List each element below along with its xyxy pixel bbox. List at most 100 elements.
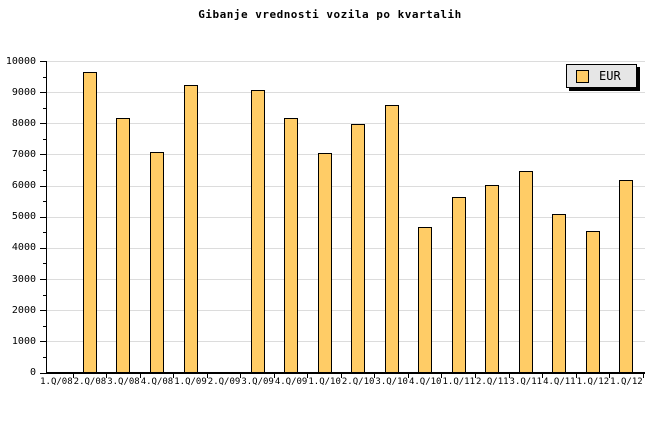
- x-axis-tick: [106, 373, 108, 378]
- y-axis-minor-tick: [43, 201, 47, 203]
- y-axis-label: 10000: [5, 55, 36, 67]
- y-axis-minor-tick: [43, 232, 47, 234]
- y-axis-tick: [40, 341, 47, 343]
- bar: [384, 105, 399, 374]
- gridline: [47, 310, 645, 312]
- y-axis-minor-tick: [43, 107, 47, 109]
- y-axis-label: 2000: [11, 304, 36, 316]
- bar: [317, 153, 332, 374]
- x-axis-label: 2.Q/09: [207, 377, 241, 387]
- gridline: [47, 216, 645, 218]
- bar: [149, 151, 164, 374]
- y-axis-tick: [40, 372, 47, 374]
- y-axis-label: 5000: [11, 211, 36, 223]
- y-axis-label: 9000: [11, 86, 36, 98]
- y-axis-tick: [40, 216, 47, 218]
- gridline: [47, 279, 645, 281]
- x-axis-label: 1.Q/10: [308, 377, 341, 387]
- x-axis-label: 4.Q/11: [543, 377, 576, 387]
- bar: [284, 117, 299, 374]
- x-axis-line: [46, 372, 645, 374]
- bar: [552, 214, 567, 374]
- x-axis-tick: [642, 373, 644, 378]
- x-axis-label: 2.Q/11: [476, 377, 509, 387]
- y-axis-tick: [40, 154, 47, 156]
- x-axis-tick: [575, 373, 577, 378]
- x-axis-tick: [72, 373, 74, 378]
- bar: [418, 226, 433, 374]
- x-axis-label: 1.Q/08: [40, 377, 73, 387]
- bar: [518, 170, 533, 374]
- x-axis-label: 3.Q/11: [509, 377, 543, 387]
- x-axis-label: 2.Q/08: [73, 377, 107, 387]
- y-axis-tick: [40, 279, 47, 281]
- gridline: [47, 341, 645, 343]
- y-axis-minor-tick: [43, 138, 47, 140]
- x-axis-tick: [139, 373, 141, 378]
- legend-swatch-eur: [576, 69, 589, 83]
- y-axis-minor-tick: [43, 356, 47, 358]
- x-axis-tick: [273, 373, 275, 378]
- y-axis-minor-tick: [43, 76, 47, 78]
- gridline: [47, 247, 645, 249]
- y-axis-label: 4000: [11, 242, 36, 254]
- x-axis-label: 3.Q/10: [375, 377, 408, 387]
- x-axis-tick: [340, 373, 342, 378]
- bar: [619, 179, 634, 374]
- y-axis-tick: [40, 92, 47, 94]
- x-axis-tick: [508, 373, 510, 378]
- x-axis-label: 1.Q/12: [576, 377, 610, 387]
- y-axis-label: 7000: [11, 148, 36, 160]
- y-axis-tick: [40, 61, 47, 62]
- bar: [116, 117, 131, 374]
- y-axis-label: 6000: [11, 180, 36, 192]
- legend-label-eur: EUR: [599, 69, 621, 83]
- chart-title: Gibanje vrednosti vozila po kvartalih: [198, 8, 462, 21]
- x-axis-tick: [441, 373, 443, 378]
- y-axis-line: [46, 60, 47, 374]
- legend: EUR: [566, 64, 637, 88]
- bar: [351, 123, 366, 374]
- bar: [250, 89, 265, 374]
- x-axis-tick: [609, 373, 611, 378]
- y-axis-tick: [40, 185, 47, 187]
- x-axis-tick: [206, 373, 208, 378]
- x-axis-tick: [240, 373, 242, 378]
- y-axis-label: 0: [29, 367, 36, 378]
- x-axis-label: 3.Q/08: [107, 377, 140, 387]
- bar: [183, 84, 198, 374]
- x-axis-label: 1.Q/12: [610, 377, 643, 387]
- y-axis-tick: [40, 310, 47, 312]
- y-axis-tick: [40, 123, 47, 125]
- x-axis-tick: [542, 373, 544, 378]
- gridline: [47, 61, 645, 62]
- bar: [451, 197, 466, 374]
- bar: [585, 231, 600, 374]
- x-axis-label: 4.Q/10: [408, 377, 442, 387]
- x-axis-label: 4.Q/09: [274, 377, 308, 387]
- x-axis-label: 3.Q/09: [241, 377, 274, 387]
- y-axis-tick: [40, 247, 47, 249]
- x-axis-tick: [475, 373, 477, 378]
- bar: [485, 184, 500, 374]
- y-axis-minor-tick: [43, 325, 47, 327]
- y-axis-label: 1000: [11, 335, 36, 347]
- y-axis-minor-tick: [43, 170, 47, 172]
- y-axis-label: 3000: [11, 273, 36, 285]
- x-axis-tick: [173, 373, 175, 378]
- gridline: [47, 92, 645, 94]
- x-axis-label: 2.Q/10: [341, 377, 375, 387]
- y-axis-label: 8000: [11, 117, 36, 129]
- gridline: [47, 154, 645, 156]
- x-axis-label: 1.Q/09: [174, 377, 207, 387]
- gridline: [47, 123, 645, 125]
- x-axis-label: 1.Q/11: [442, 377, 475, 387]
- y-axis-minor-tick: [43, 294, 47, 296]
- x-axis-tick: [407, 373, 409, 378]
- bar: [82, 72, 97, 374]
- x-axis-label: 4.Q/08: [140, 377, 174, 387]
- x-axis-tick: [374, 373, 376, 378]
- gridline: [47, 185, 645, 187]
